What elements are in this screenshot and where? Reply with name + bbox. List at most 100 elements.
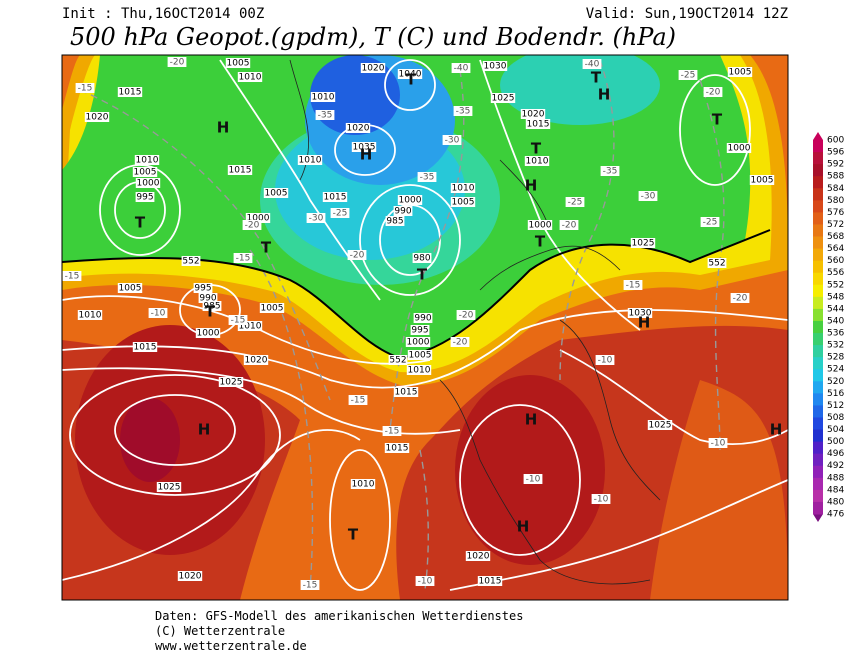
colorbar-label: 568 — [827, 232, 844, 242]
isobar-label: 1000 — [728, 144, 751, 154]
temperature-label-box — [450, 337, 470, 347]
temperature-label: -20 — [562, 221, 577, 231]
isobar-label-box — [195, 328, 221, 338]
colorbar-label: 500 — [827, 437, 844, 447]
isobar-label: 1010 — [312, 93, 335, 103]
isobar-label-box — [410, 325, 430, 335]
temperature-label-box — [456, 310, 476, 320]
colorbar-swatch — [813, 405, 823, 418]
isobar-label-box — [525, 119, 551, 129]
temperature-label-box — [582, 59, 602, 69]
colorbar-swatch — [813, 260, 823, 274]
temperature-label-box — [708, 438, 728, 448]
temperature-label: -10 — [598, 356, 613, 366]
height-label-box — [707, 258, 727, 268]
isobar-label-box — [397, 69, 423, 79]
temperature-label: -35 — [456, 107, 471, 117]
isobar-label-box — [490, 93, 516, 103]
colorbar-swatch — [813, 224, 823, 238]
footer-source: Daten: GFS-Modell des amerikanischen Wet… — [155, 609, 523, 623]
isobar-label-box — [397, 195, 423, 205]
temperature-label: -40 — [585, 60, 600, 70]
colorbar-swatch — [813, 164, 823, 177]
pressure-center: T — [531, 140, 542, 158]
colorbar-label: 556 — [827, 268, 844, 278]
isobar-label: 1010 — [239, 322, 262, 332]
temperature-label-box — [623, 280, 643, 290]
colorbar-label: 512 — [827, 401, 844, 411]
pressure-center: T — [591, 69, 602, 87]
colorbar-swatch — [813, 200, 823, 213]
pressure-center: T — [205, 303, 216, 321]
colorbar-label: 548 — [827, 292, 844, 302]
isobar-label-box — [647, 420, 673, 430]
isobar-label-box — [135, 178, 161, 188]
temperature-label: -25 — [703, 218, 718, 228]
isobar-label: 1010 — [136, 156, 159, 166]
temperature-label: -25 — [568, 198, 583, 208]
isobar-label: 1015 — [229, 166, 252, 176]
colorbar-label: 544 — [827, 304, 844, 314]
isobar-label: 1020 — [467, 552, 490, 562]
colorbar-swatch — [813, 381, 823, 394]
temperature-label-box — [638, 191, 658, 201]
isobar-label-box — [193, 283, 213, 293]
isobar-label-box — [77, 310, 103, 320]
colorbar-swatch — [813, 272, 823, 286]
pressure-center: T — [535, 233, 546, 251]
isobar-label-box — [237, 72, 263, 82]
isobar-label-box — [322, 192, 348, 202]
colorbar-swatch — [813, 453, 823, 467]
colorbar-label: 536 — [827, 329, 844, 339]
temperature-label: -20 — [733, 294, 748, 304]
temperature-label: -10 — [418, 577, 433, 587]
temperature-label: -40 — [454, 64, 469, 74]
isobar-label: 1010 — [79, 311, 102, 321]
isobar-label-box — [524, 156, 550, 166]
isobar-label-box — [202, 301, 222, 311]
colorbar-swatch — [813, 441, 823, 455]
init-time: Init : Thu,16OCT2014 00Z — [62, 6, 264, 22]
temperature-label: -10 — [594, 495, 609, 505]
footer-url: www.wetterzentrale.de — [155, 639, 307, 653]
pressure-center: H — [598, 86, 611, 104]
isobar-label-box — [520, 109, 546, 119]
isobar-label: 1020 — [522, 110, 545, 120]
temperature-label: -35 — [318, 111, 333, 121]
temperature-label-box — [417, 172, 437, 182]
colorbar-label: 592 — [827, 160, 844, 170]
isobar-label: 1010 — [352, 480, 375, 490]
temperature-label: -10 — [711, 439, 726, 449]
isobar-label: 1005 — [261, 304, 284, 314]
isobar-label-box — [237, 321, 263, 331]
temperature-label-box — [348, 395, 368, 405]
pressure-center: T — [406, 71, 417, 89]
isobar-label-box — [350, 479, 376, 489]
isobar-label: 1020 — [347, 124, 370, 134]
isobar-label: 995 — [411, 326, 428, 336]
isobar-label: 990 — [394, 207, 411, 217]
map-frame — [61, 54, 789, 601]
isobar-label: 1010 — [452, 184, 475, 194]
colorbar-label: 540 — [827, 316, 844, 326]
temperature-label: -20 — [245, 221, 260, 231]
isobar-label-box — [243, 355, 269, 365]
isobar-label-box — [177, 571, 203, 581]
isobar-label: 985 — [386, 217, 403, 227]
temperature-label: -25 — [333, 209, 348, 219]
colorbar-swatch — [813, 152, 823, 165]
isobar-label-box — [384, 443, 410, 453]
colorbar-label: 588 — [827, 172, 844, 182]
isobar-label: 1015 — [119, 88, 142, 98]
isobar-label: 995 — [194, 284, 211, 294]
colorbar-swatch — [813, 140, 823, 153]
colorbar-top-cap — [813, 132, 823, 140]
map-title: 500 hPa Geopot.(gpdm), T (C) und Bodendr… — [70, 23, 676, 51]
temperature-label-box — [306, 213, 326, 223]
colorbar-swatch — [813, 320, 823, 334]
temperature-label: -15 — [231, 316, 246, 326]
isobar-label: 1020 — [86, 113, 109, 123]
colorbar-swatch — [813, 357, 823, 370]
temperature-label-box — [559, 220, 579, 230]
